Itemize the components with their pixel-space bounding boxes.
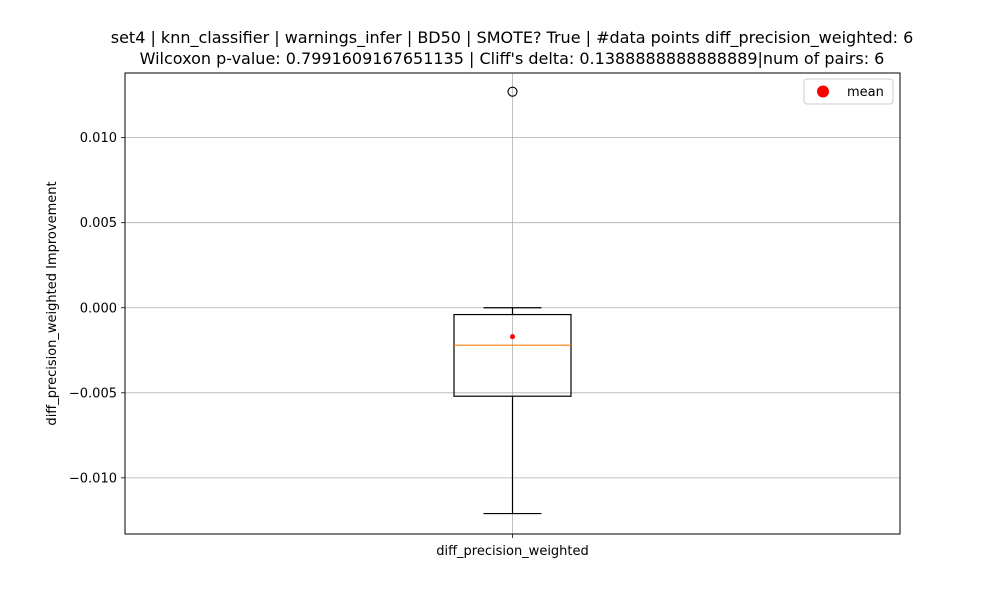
chart-title-line-2: Wilcoxon p-value: 0.7991609167651135 | C…: [140, 49, 885, 68]
x-axis-ticks: diff_precision_weighted: [436, 534, 589, 559]
legend: mean: [803, 78, 894, 105]
legend-mean-marker: [817, 85, 829, 98]
legend-box: [803, 78, 894, 105]
y-tick-label: 0.005: [80, 216, 117, 231]
outlier-point: [507, 86, 518, 97]
chart-title-line-1: set4 | knn_classifier | warnings_infer |…: [111, 28, 914, 48]
plot-area: [453, 86, 572, 515]
y-tick-label: −0.005: [69, 386, 117, 401]
mean-marker: [510, 334, 515, 340]
y-tick-label: 0.000: [80, 301, 117, 316]
y-axis-ticks: −0.010 −0.005 0.000 0.005 0.010: [69, 131, 125, 486]
y-axis-label: diff_precision_weighted Improvement: [45, 181, 60, 425]
x-tick-label: diff_precision_weighted: [436, 544, 589, 559]
interquartile-box: [453, 313, 572, 397]
legend-mean-label: mean: [847, 85, 884, 100]
y-tick-label: 0.010: [80, 131, 117, 146]
y-tick-label: −0.010: [69, 471, 117, 486]
